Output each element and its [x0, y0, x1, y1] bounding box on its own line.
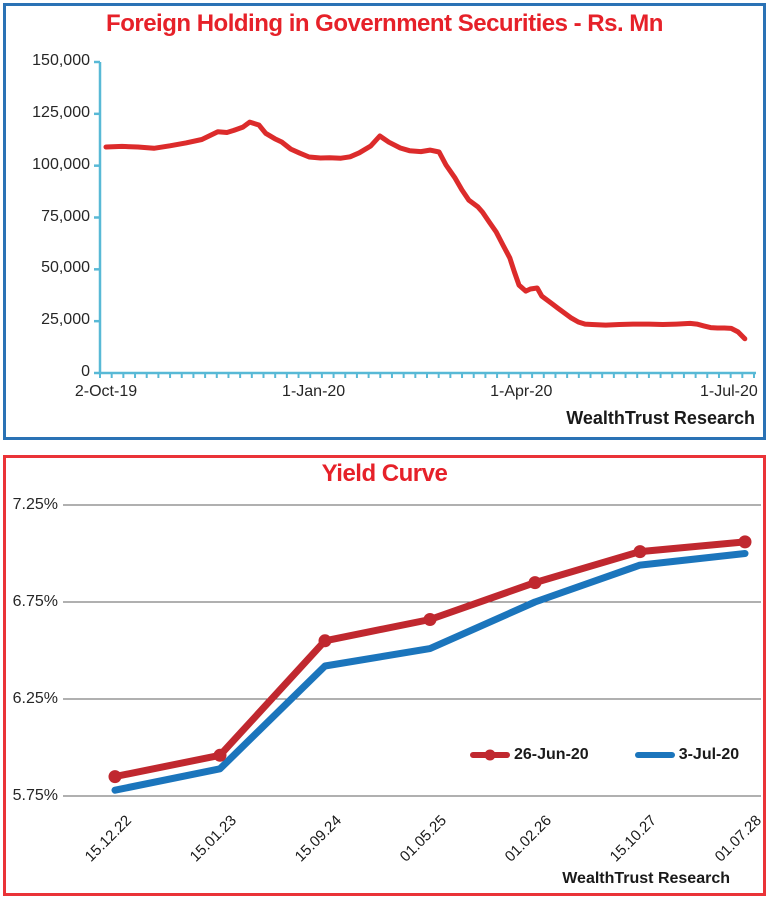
y-axis-label: 7.25%: [12, 496, 58, 513]
chart2-title: Yield Curve: [321, 460, 448, 487]
y-axis-label: 125,000: [32, 103, 90, 121]
legend-item-26-jun-20: 26-Jun-20: [470, 746, 589, 764]
legend-item-3-jul-20: 3-Jul-20: [634, 746, 740, 764]
yield-curve-chart: [63, 504, 761, 797]
series-marker-26-Jun-20: [318, 634, 332, 648]
legend-marker-dot: [484, 749, 496, 761]
y-axis-label: 6.75%: [12, 593, 58, 610]
y-axis-label: 5.75%: [12, 787, 58, 804]
x-axis-label: 2-Oct-19: [74, 383, 138, 400]
x-axis-label: 1-Jan-20: [282, 383, 346, 400]
yield-curve-chart-panel: Yield Curve 5.75% 6.25% 6.75% 7.25% 15.12.22…: [3, 455, 766, 896]
chart2-source-credit: WealthTrust Research: [562, 870, 730, 887]
y-axis-label: 100,000: [32, 155, 90, 173]
legend-label-3-jul-20: 3-Jul-20: [678, 746, 740, 763]
series-marker-26-Jun-20: [528, 576, 542, 590]
y-axis-label: 6.25%: [12, 690, 58, 707]
foreign-holding-chart: [94, 60, 756, 378]
chart1-source-credit: WealthTrust Research: [566, 408, 755, 428]
chart1-title: Foreign Holding in Government Securities…: [106, 10, 663, 37]
y-axis-label: 75,000: [41, 207, 90, 225]
y-axis-label: 25,000: [41, 311, 90, 329]
series-line-3-Jul-20: [111, 550, 749, 794]
y-axis-label: 150,000: [32, 52, 90, 69]
foreign-holding-line: [103, 119, 748, 342]
series-marker-26-Jun-20: [633, 545, 647, 559]
x-axis-label: 1-Apr-20: [490, 383, 553, 400]
series-marker-26-Jun-20: [423, 613, 437, 626]
legend-label-26-jun-20: 26-Jun-20: [514, 746, 589, 763]
series-line-26-Jun-20: [111, 538, 749, 781]
x-axis-label: 1-Jul-20: [699, 383, 758, 400]
y-axis-label: 50,000: [41, 259, 90, 277]
legend-line-swatch-blue: [634, 752, 675, 758]
foreign-holding-chart-panel: Foreign Holding in Government Securities…: [3, 3, 766, 440]
series-marker-26-Jun-20: [108, 770, 122, 784]
series-marker-26-Jun-20: [213, 748, 227, 762]
y-axis-label: 0: [81, 363, 90, 380]
series-marker-26-Jun-20: [738, 535, 752, 549]
legend-line-swatch-red: [470, 749, 510, 761]
yield-curve-legend: 26-Jun-20 3-Jul-20: [470, 746, 739, 764]
